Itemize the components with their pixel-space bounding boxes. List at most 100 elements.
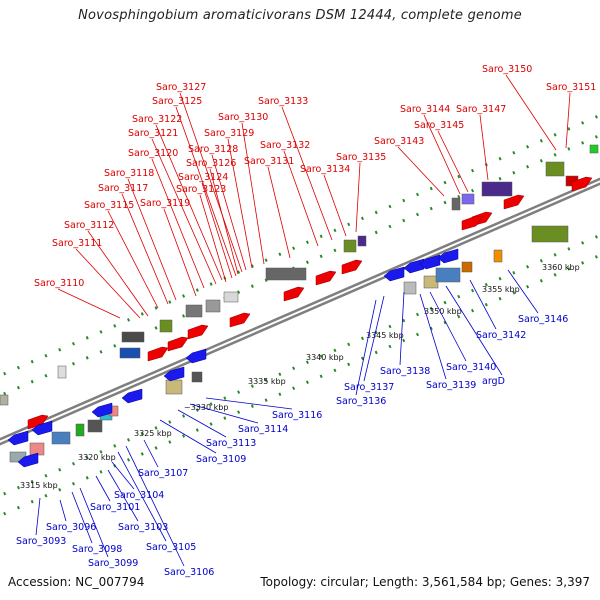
forward-gene-arrow bbox=[503, 194, 525, 210]
gene-box bbox=[0, 394, 9, 406]
gene-box bbox=[191, 371, 203, 383]
forward-label-leader bbox=[127, 178, 177, 301]
reverse-label-leader bbox=[419, 293, 447, 380]
reverse-gene-label: Saro_3140 bbox=[446, 362, 496, 373]
kbp-label: ~3330 kbp bbox=[184, 403, 228, 412]
forward-gene-label: Saro_3145 bbox=[414, 120, 464, 131]
forward-gene-label: Saro_3119 bbox=[140, 198, 190, 209]
forward-gene-label: Saro_3133 bbox=[258, 96, 308, 107]
forward-gene-arrow bbox=[147, 346, 169, 362]
reverse-label-leader bbox=[507, 269, 539, 314]
reverse-label-leader bbox=[363, 295, 385, 382]
forward-gene-arrow bbox=[283, 286, 305, 302]
gene-box bbox=[185, 304, 203, 318]
map-title: Novosphingobium aromaticivorans DSM 1244… bbox=[78, 8, 522, 23]
reverse-gene-arrow bbox=[31, 420, 53, 436]
forward-gene-label: Saro_3124 bbox=[178, 172, 228, 183]
reverse-gene-arrow bbox=[185, 348, 207, 364]
reverse-label-leader bbox=[125, 445, 185, 567]
forward-gene-arrow bbox=[571, 176, 593, 192]
reverse-gene-arrow bbox=[121, 388, 143, 404]
forward-gene-label: Saro_3117 bbox=[98, 183, 148, 194]
gene-box bbox=[435, 267, 461, 283]
kbp-label: 3340 kbp bbox=[306, 353, 344, 362]
forward-gene-arrow bbox=[27, 414, 49, 430]
reverse-gene-label: Saro_3109 bbox=[196, 454, 246, 465]
reverse-label-leader bbox=[107, 469, 139, 522]
forward-gene-label: Saro_3131 bbox=[244, 156, 294, 167]
reverse-label-leader bbox=[429, 291, 467, 362]
forward-gene-arrow bbox=[315, 270, 337, 286]
forward-label-leader bbox=[565, 92, 571, 149]
forward-gene-label: Saro_3121 bbox=[128, 128, 178, 139]
gene-box bbox=[545, 161, 565, 177]
reverse-gene-labels: Saro_3093 Saro_3096 Saro_3098 Saro_3099 Saro… bbox=[16, 269, 568, 578]
reverse-label-leader bbox=[79, 487, 109, 558]
reverse-label-leader bbox=[469, 279, 497, 330]
reverse-gene-arrow bbox=[419, 254, 441, 270]
forward-gene-label: Saro_3118 bbox=[104, 168, 154, 179]
reverse-gene-arrow bbox=[163, 366, 185, 382]
forward-label-leader bbox=[121, 193, 169, 305]
forward-label-leader bbox=[75, 248, 141, 319]
reverse-label-leader bbox=[59, 499, 67, 522]
reverse-label-leader bbox=[95, 475, 111, 502]
gene-box bbox=[119, 347, 141, 359]
reverse-label-leader bbox=[159, 419, 217, 454]
forward-gene-arrow bbox=[187, 324, 209, 340]
forward-label-leader bbox=[155, 124, 223, 281]
reverse-gene-label: Saro_3107 bbox=[138, 468, 188, 479]
gene-box bbox=[121, 331, 145, 343]
forward-label-leader bbox=[267, 166, 291, 259]
reverse-gene-label: argD bbox=[482, 376, 505, 387]
gene-box bbox=[205, 299, 221, 313]
forward-label-leader bbox=[87, 230, 149, 317]
forward-label-leader bbox=[283, 150, 319, 247]
reverse-label-leader bbox=[189, 403, 259, 424]
gene-box bbox=[51, 431, 71, 445]
forward-label-leader bbox=[241, 122, 265, 265]
reverse-gene-label: Saro_3104 bbox=[114, 490, 164, 501]
forward-label-leader bbox=[211, 154, 247, 271]
forward-gene-label: Saro_3147 bbox=[456, 104, 506, 115]
reverse-gene-label: Saro_3137 bbox=[344, 382, 394, 393]
forward-gene-label: Saro_3150 bbox=[482, 64, 532, 75]
forward-gene-arrow bbox=[167, 336, 189, 352]
reverse-gene-arrow bbox=[383, 266, 405, 282]
reverse-gene-label: Saro_3093 bbox=[16, 536, 66, 547]
gene-box bbox=[451, 197, 461, 211]
gene-box bbox=[223, 291, 239, 303]
reverse-gene-label: Saro_3096 bbox=[46, 522, 96, 533]
forward-label-leader bbox=[199, 194, 227, 283]
gene-box bbox=[357, 235, 367, 247]
reverse-gene-label: Saro_3116 bbox=[272, 410, 322, 421]
forward-gene-label: Saro_3122 bbox=[132, 114, 182, 125]
reverse-gene-label: Saro_3136 bbox=[336, 396, 386, 407]
kbp-label: 3355 kbp bbox=[482, 285, 520, 294]
reverse-label-leader bbox=[143, 439, 159, 468]
kbp-label: 3335 kbp bbox=[248, 377, 286, 386]
kbp-label: 3315 kbp bbox=[20, 481, 58, 490]
kbp-scale: 3315 kbp 3320 kbp 3325 kbp ~3330 kbp 3335 kb… bbox=[20, 263, 580, 490]
forward-gene-label: Saro_3110 bbox=[34, 278, 84, 289]
forward-label-leader bbox=[323, 174, 347, 237]
forward-label-leader bbox=[201, 182, 233, 279]
reverse-label-leader bbox=[445, 285, 503, 376]
forward-label-leader bbox=[355, 162, 361, 233]
gene-box bbox=[481, 181, 513, 197]
topology-text: Topology: circular; Length: 3,561,584 bp… bbox=[260, 575, 590, 589]
forward-label-leader bbox=[209, 168, 239, 275]
forward-label-leader bbox=[179, 92, 243, 273]
forward-label-leader bbox=[505, 74, 557, 151]
forward-label-leader bbox=[437, 130, 469, 193]
reverse-gene-label: Saro_3098 bbox=[72, 544, 122, 555]
reverse-label-leader bbox=[355, 299, 377, 396]
reverse-gene-arrow bbox=[437, 248, 459, 264]
reverse-gene-label: Saro_3101 bbox=[90, 502, 140, 513]
forward-gene-label: Saro_3125 bbox=[152, 96, 202, 107]
reverse-gene-label: Saro_3138 bbox=[380, 366, 430, 377]
reverse-gene-label: Saro_3142 bbox=[476, 330, 526, 341]
kbp-label: 3325 kbp bbox=[134, 429, 172, 438]
forward-gene-label: Saro_3112 bbox=[64, 220, 114, 231]
